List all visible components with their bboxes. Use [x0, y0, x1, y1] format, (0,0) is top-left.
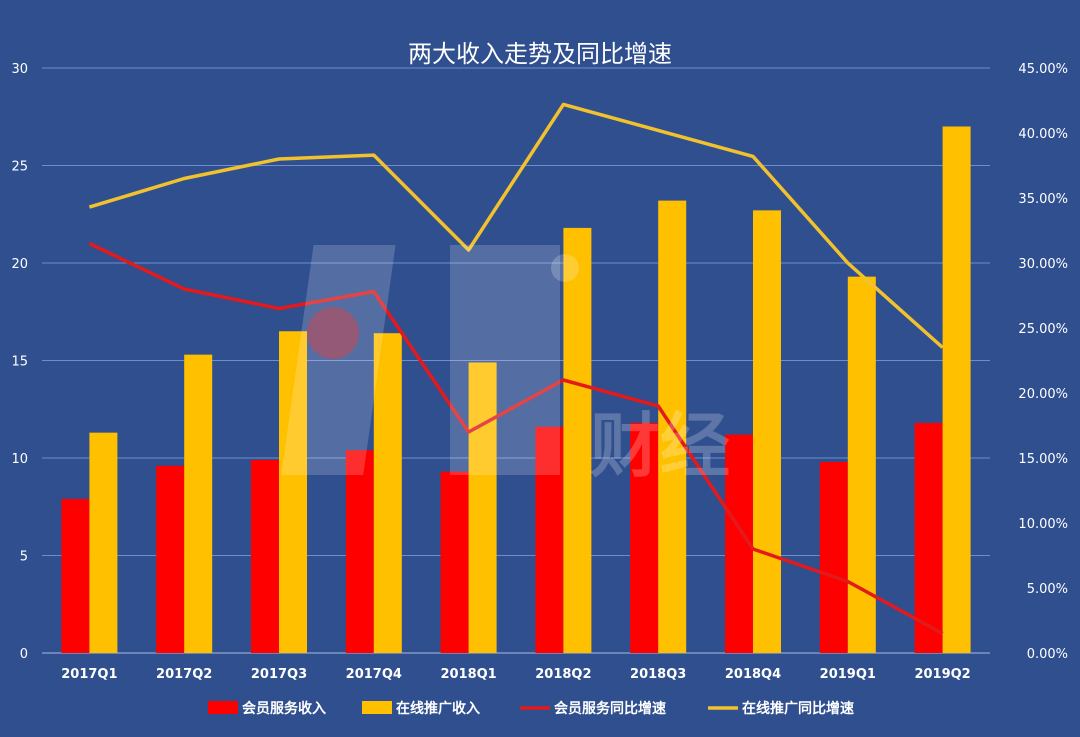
- y-right-tick-label: 45.00%: [1018, 62, 1068, 77]
- series-line: [88, 102, 944, 349]
- y-right-tick-label: 30.00%: [1018, 257, 1068, 272]
- x-tick-label: 2017Q4: [346, 667, 402, 682]
- bar: [535, 426, 564, 653]
- bar: [184, 354, 213, 653]
- bar: [468, 362, 497, 653]
- x-tick-label: 2019Q2: [914, 667, 970, 682]
- y-left-tick-label: 25: [11, 160, 28, 175]
- legend: 会员服务收入 在线推广收入 会员服务同比增速 在线推广同比增速: [208, 700, 854, 717]
- y-axis-right: 0.00% 5.00% 10.00% 15.00% 20.00% 25.00% 30.00%…: [1018, 62, 1068, 662]
- bar: [914, 422, 943, 653]
- bar: [251, 459, 279, 653]
- y-right-tick-label: 0.00%: [1027, 647, 1068, 662]
- y-left-tick-label: 0: [20, 647, 28, 662]
- y-right-tick-label: 5.00%: [1027, 582, 1068, 597]
- y-right-tick-label: 10.00%: [1018, 517, 1068, 532]
- legend-swatch: [362, 701, 392, 714]
- bar: [373, 333, 402, 653]
- bars: [61, 126, 971, 653]
- y-right-tick-label: 35.00%: [1018, 192, 1068, 207]
- watermark-dot: [551, 254, 579, 282]
- x-tick-label: 2018Q3: [630, 667, 686, 682]
- bar: [563, 227, 592, 653]
- lines: [88, 102, 944, 636]
- x-axis: 2017Q1 2017Q2 2017Q3 2017Q4 2018Q1 2018Q2 2018…: [61, 667, 970, 682]
- x-tick-label: 2019Q1: [820, 667, 876, 682]
- bar: [819, 461, 848, 653]
- bar: [61, 498, 90, 653]
- bar: [89, 432, 118, 653]
- bar: [440, 471, 469, 653]
- y-right-tick-label: 15.00%: [1018, 452, 1068, 467]
- bar: [156, 465, 185, 653]
- chart-title: 两大收入走势及同比增速: [408, 40, 672, 68]
- y-right-tick-label: 20.00%: [1018, 387, 1068, 402]
- legend-swatch: [208, 701, 238, 714]
- legend-label: 在线推广收入: [396, 700, 480, 717]
- watermark-brand: 财经: [590, 405, 730, 487]
- watermark-logo: 财经: [281, 245, 730, 487]
- y-axis-left: 0 5 10 15 20 25 30: [11, 62, 28, 662]
- y-right-tick-label: 25.00%: [1018, 322, 1068, 337]
- x-tick-label: 2018Q1: [440, 667, 496, 682]
- bar: [630, 422, 659, 653]
- x-tick-label: 2018Q2: [535, 667, 591, 682]
- legend-label: 在线推广同比增速: [742, 700, 854, 717]
- y-right-tick-label: 40.00%: [1018, 127, 1068, 142]
- watermark-red-dot: [307, 307, 359, 359]
- x-tick-label: 2017Q3: [251, 667, 307, 682]
- x-tick-label: 2018Q4: [725, 667, 781, 682]
- y-left-tick-label: 30: [11, 62, 28, 77]
- x-tick-label: 2017Q1: [61, 667, 117, 682]
- bar: [279, 331, 307, 653]
- series-line: [88, 241, 944, 636]
- y-left-tick-label: 5: [20, 550, 28, 565]
- legend-label: 会员服务收入: [242, 700, 326, 717]
- y-left-tick-label: 15: [11, 355, 28, 370]
- legend-label: 会员服务同比增速: [554, 700, 666, 717]
- watermark-mark: [450, 245, 560, 475]
- y-left-tick-label: 10: [11, 452, 28, 467]
- x-tick-label: 2017Q2: [156, 667, 212, 682]
- bar: [345, 450, 374, 653]
- y-left-tick-label: 20: [11, 257, 28, 272]
- bar: [753, 210, 781, 653]
- watermark-mark: [281, 245, 396, 475]
- bar: [942, 126, 971, 653]
